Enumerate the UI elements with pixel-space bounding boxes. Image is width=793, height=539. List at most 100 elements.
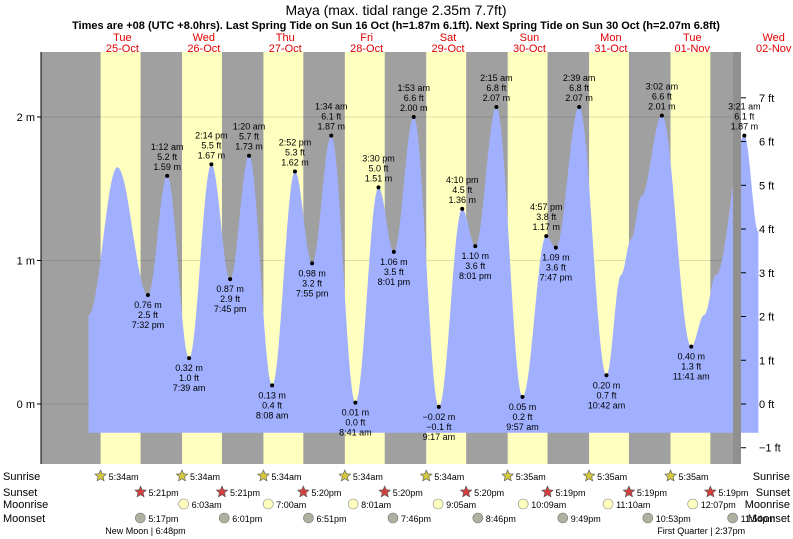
sunset-row-label-left: Sunset — [3, 487, 37, 499]
tide-label: 8:01 pm — [459, 271, 492, 281]
tide-point — [209, 162, 214, 167]
right-tick-label: 0 ft — [759, 399, 774, 411]
right-tick-label: −1 ft — [759, 443, 781, 455]
day-date-label: 28-Oct — [350, 43, 383, 55]
tide-label: 2:39 am — [563, 73, 596, 83]
tide-label: 5.5 ft — [201, 140, 222, 150]
sunset-icon — [541, 485, 554, 498]
moonrise-icon — [178, 498, 189, 510]
tide-label: 1.36 m — [448, 195, 476, 205]
tide-label: 1.09 m — [542, 253, 570, 263]
right-tick-label: 2 ft — [759, 312, 774, 324]
tide-label: −0.1 ft — [426, 422, 452, 432]
tide-label: −0.02 m — [422, 412, 455, 422]
moonset-icon — [472, 512, 484, 524]
tide-label: 4:10 pm — [446, 175, 479, 185]
moonset-icon — [135, 512, 146, 524]
sunrise-icon — [175, 469, 189, 482]
right-tick-label: 7 ft — [759, 93, 774, 105]
sunrise-icon — [501, 469, 515, 482]
tide-label: 6.8 ft — [569, 83, 590, 93]
tide-label: 3.2 ft — [302, 278, 323, 288]
tide-label: 1.73 m — [235, 142, 263, 152]
tide-point — [310, 261, 315, 266]
moonrise-icon — [517, 498, 529, 510]
tide-label: 0.87 m — [216, 284, 244, 294]
tide-label: 5.2 ft — [157, 152, 178, 162]
sunset-time: 5:20pm — [311, 488, 341, 498]
tide-water-area — [88, 107, 759, 433]
moonset-time: 11:54pm — [741, 514, 775, 524]
sunset-time: 5:19pm — [637, 488, 667, 498]
tide-label: 10:42 am — [588, 400, 626, 410]
sunset-icon — [296, 485, 310, 498]
moonset-time: 8:46pm — [486, 514, 516, 524]
sunrise-time: 5:34am — [434, 472, 464, 482]
tide-label: 3:02 am — [646, 82, 679, 92]
left-tick-label: 1 m — [17, 256, 35, 268]
tide-point — [544, 234, 549, 239]
tide-label: 6.6 ft — [404, 93, 425, 103]
sunset-icon — [215, 485, 229, 498]
right-tick-label: 3 ft — [759, 268, 774, 280]
day-name-label: Mon — [600, 32, 621, 44]
tide-labels: 0.76 m2.5 ft7:32 pm 1:12 am5.2 ft1.59 m 0.… — [132, 73, 761, 442]
sunrise-icon — [582, 469, 596, 482]
day-name-label: Tue — [113, 32, 132, 44]
day-date-label: 25-Oct — [106, 43, 139, 55]
tide-label: 0.01 m — [342, 408, 370, 418]
moonrise-icon — [687, 498, 699, 510]
sunrise-row-label-right: Sunrise — [753, 471, 790, 483]
day-name-label: Wed — [762, 32, 784, 44]
day-date-label: 27-Oct — [269, 43, 302, 55]
tide-label: 0.32 m — [175, 363, 203, 373]
moonset-icon — [642, 512, 654, 524]
tide-label: 8:08 am — [256, 410, 289, 420]
day-name-label: Tue — [683, 32, 702, 44]
tide-label: 3:30 pm — [362, 153, 395, 163]
moonrise-time: 7:00am — [276, 500, 306, 510]
tide-label: 2.00 m — [400, 103, 428, 113]
moonset-time: 6:51pm — [316, 514, 346, 524]
tide-label: 1.87 m — [318, 122, 346, 132]
moonset-time: 9:49pm — [571, 514, 601, 524]
tide-point — [436, 404, 441, 409]
moonrise-time: 12:07pm — [701, 500, 736, 510]
tide-label: 1.87 m — [731, 122, 759, 132]
sunrise-time: 5:34am — [271, 472, 301, 482]
tide-point — [411, 115, 416, 119]
tide-label: 1.06 m — [380, 257, 408, 267]
tide-point — [187, 356, 192, 361]
tide-label: 1.3 ft — [681, 362, 702, 372]
right-tick-label: 4 ft — [759, 224, 774, 236]
tide-label: 9:17 am — [423, 432, 456, 442]
sunset-icon — [459, 485, 473, 498]
tide-label: 1:12 am — [151, 142, 184, 152]
day-date-label: 02-Nov — [756, 43, 792, 55]
tide-label: 3.6 ft — [546, 263, 567, 273]
tide-point — [247, 153, 252, 158]
chart-title: Maya (max. tidal range 2.35m 7.7ft) — [286, 2, 507, 18]
day-name-label: Sat — [440, 32, 457, 44]
moonset-icon — [218, 512, 230, 524]
chart-subtitle: Times are +08 (UTC +8.0hrs). Last Spring… — [72, 20, 720, 32]
tide-label: 6.8 ft — [486, 83, 507, 93]
tide-label: 5.3 ft — [285, 148, 306, 158]
sunrise-icon — [419, 469, 433, 482]
tide-label: 1.51 m — [365, 173, 393, 183]
tide-label: 9:57 am — [506, 422, 539, 432]
sunrise-icon — [256, 469, 270, 482]
moonrise-time: 10:09am — [531, 500, 566, 510]
tide-label: 2.07 m — [483, 93, 511, 103]
sunset-time: 5:19pm — [556, 488, 586, 498]
tide-point — [604, 373, 609, 378]
sunset-row-label-right: Sunset — [756, 487, 790, 499]
tide-point — [228, 277, 233, 282]
moonset-icon — [303, 512, 314, 524]
day-name-label: Fri — [360, 32, 373, 44]
day-date-label: 30-Oct — [513, 43, 546, 55]
right-tick-label: 5 ft — [759, 180, 774, 192]
tide-label: 0.13 m — [258, 390, 286, 400]
